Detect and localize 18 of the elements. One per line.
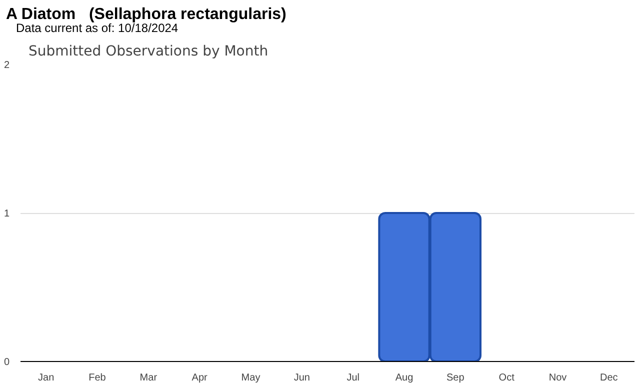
chart-title: A Diatom (Sellaphora rectangularis)	[6, 5, 286, 23]
x-tick-label: Dec	[600, 372, 618, 384]
chart-subtitle: Data current as of: 10/18/2024	[16, 21, 178, 37]
x-tick-label: Oct	[498, 372, 515, 384]
y-tick-label: 0	[4, 357, 10, 368]
x-tick-label: Jul	[346, 372, 360, 384]
x-tick-label: Jan	[38, 372, 54, 384]
y-tick-label: 2	[4, 60, 10, 71]
x-tick-label: Nov	[548, 372, 567, 384]
text: Submitted Observations by Month	[28, 44, 268, 60]
x-tick-label: Apr	[192, 372, 208, 384]
x-tick-label: Jun	[294, 372, 310, 384]
x-tick-label: May	[241, 372, 260, 384]
x-tick-label: Aug	[395, 372, 414, 384]
x-tick-label: Feb	[88, 372, 106, 384]
x-tick-label: Sep	[446, 372, 465, 384]
x-tick-label: Mar	[140, 372, 158, 384]
y-tick-label: 1	[4, 208, 10, 220]
